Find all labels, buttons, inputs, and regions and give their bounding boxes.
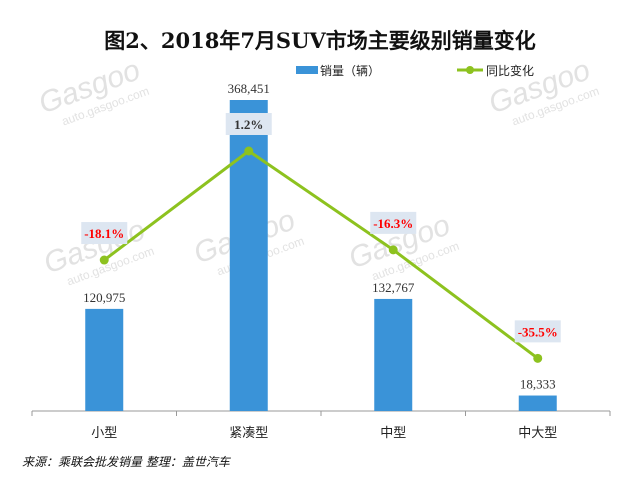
bar-data-label: 18,333 (520, 377, 556, 392)
legend-line-marker (466, 66, 474, 74)
bar (374, 298, 413, 411)
bar-data-label: 132,767 (372, 280, 415, 295)
chart-title: 图2、2018年7月SUV市场主要级别销量变化 (104, 28, 535, 53)
line-data-label: -35.5% (518, 324, 558, 339)
legend: 销量（辆） 同比变化 (296, 63, 534, 78)
line-label-box (514, 320, 561, 343)
line-point (388, 245, 398, 255)
bar (518, 395, 557, 411)
line-data-label: -18.1% (84, 226, 124, 241)
x-tick-label: 紧凑型 (229, 426, 268, 441)
bar-data-label: 120,975 (83, 290, 125, 305)
line-point (244, 146, 254, 156)
line-label-box (370, 211, 417, 234)
line-data-label: -16.3% (373, 216, 413, 231)
line-point (533, 353, 543, 363)
line-point (99, 255, 109, 265)
line-label-box (225, 113, 272, 135)
legend-bar-swatch (296, 66, 318, 74)
x-tick-label: 中型 (380, 426, 406, 441)
x-tick-label: 中大型 (518, 426, 557, 441)
legend-bar-label: 销量（辆） (320, 64, 380, 78)
bar (85, 308, 124, 411)
line-data-label: 1.2% (234, 117, 263, 132)
bar-data-label: 368,451 (228, 81, 270, 96)
line-label-box (81, 222, 128, 245)
x-tick-label: 小型 (91, 426, 117, 441)
legend-line-label: 同比变化 (486, 63, 534, 78)
source-note: 来源：乘联会批发销量 整理：盖世汽车 (22, 455, 232, 469)
line-series (103, 149, 539, 360)
